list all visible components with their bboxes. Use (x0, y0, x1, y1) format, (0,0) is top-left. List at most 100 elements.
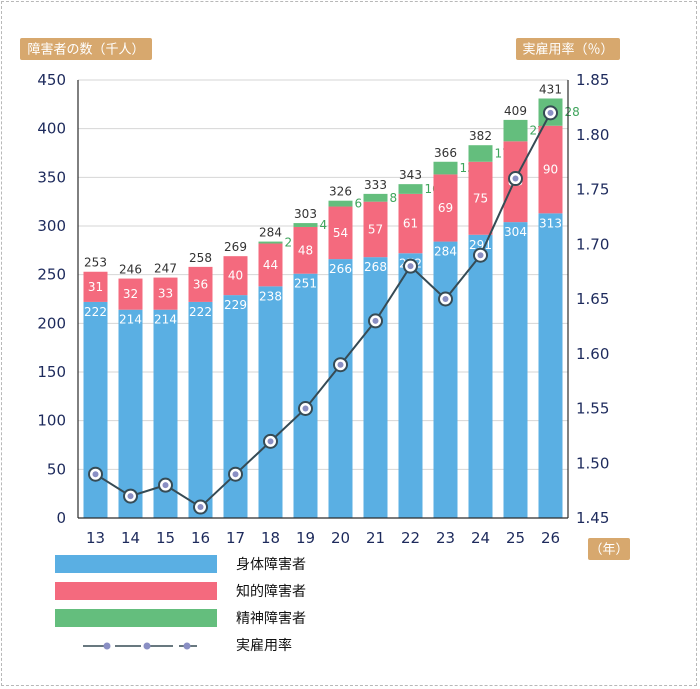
bar-total-19: 303 (294, 207, 317, 221)
bar-2-15 (153, 277, 178, 310)
x-tick-19: 19 (296, 529, 315, 547)
bar-2-14 (118, 278, 143, 310)
bar-label-2-23: 69 (438, 201, 453, 215)
bar-2-21 (363, 201, 388, 258)
x-tick-26: 26 (541, 529, 560, 547)
bar-label-1-13: 222 (84, 305, 107, 319)
bar-1-24 (468, 234, 493, 518)
bar-1-19 (293, 273, 318, 518)
bar-label-2-24: 75 (473, 191, 488, 205)
bar-3-20 (328, 200, 353, 207)
left-tick-0: 0 (56, 509, 66, 527)
bar-label-2-16: 36 (193, 277, 208, 291)
legend-marker-1 (103, 642, 111, 650)
right-axis-title-badge (516, 38, 620, 60)
x-unit-label-badge (588, 538, 630, 560)
x-tick-15: 15 (156, 529, 175, 547)
right-tick-1.85: 1.85 (576, 71, 609, 89)
bar-label-1-26: 313 (539, 216, 562, 230)
bar-label-1-23: 284 (434, 245, 457, 259)
bar-total-22: 343 (399, 168, 422, 182)
bar-label-3-26: 28 (565, 105, 580, 119)
bar-label-1-16: 222 (189, 305, 212, 319)
bar-total-24: 382 (469, 129, 492, 143)
left-tick-400: 400 (37, 120, 66, 138)
legend-label-1: 身体障害者 (236, 557, 306, 573)
bar-1-17 (223, 295, 248, 518)
legend-swatch-2 (55, 582, 217, 600)
axes: 0 50 100 150 200 250 300 350 400 450 1.45 1.50 1.55 1… (20, 38, 630, 560)
x-tick-25: 25 (506, 529, 525, 547)
right-tick-1.75: 1.75 (576, 181, 609, 199)
right-tick-1.55: 1.55 (576, 400, 609, 418)
bar-total-26: 431 (539, 82, 562, 96)
bar-label-2-18: 44 (263, 258, 278, 272)
bar-label-3-19: 4 (320, 218, 328, 232)
bar-2-19 (293, 226, 318, 274)
bar-1-26 (538, 213, 563, 518)
x-tick-23: 23 (436, 529, 455, 547)
rate-marker-dot-24 (477, 252, 484, 259)
bar-2-20 (328, 206, 353, 260)
bar-label-2-19: 48 (298, 243, 313, 257)
bar-total-15: 247 (154, 262, 177, 276)
bar-total-16: 258 (189, 251, 212, 265)
bar-label-2-13: 31 (88, 280, 103, 294)
legend-marker-3 (183, 642, 191, 650)
bar-2-17 (223, 256, 248, 296)
stacked-bars: 2223125321432246214332472223625822940269… (83, 82, 580, 518)
rate-marker-dot-22 (407, 263, 414, 270)
bar-label-2-14: 32 (123, 287, 138, 301)
bar-label-3-20: 6 (355, 197, 363, 211)
bar-3-18 (258, 241, 283, 244)
right-tick-1.50: 1.50 (576, 454, 609, 472)
bar-total-14: 246 (119, 263, 142, 277)
bar-3-22 (398, 184, 423, 194)
left-tick-100: 100 (37, 412, 66, 430)
bar-label-2-26: 90 (543, 163, 558, 177)
bar-2-13 (83, 271, 108, 302)
bar-label-2-20: 54 (333, 226, 348, 240)
left-tick-250: 250 (37, 266, 66, 284)
x-tick-13: 13 (86, 529, 105, 547)
bar-1-21 (363, 257, 388, 518)
bar-total-25: 409 (504, 104, 527, 118)
bar-label-1-21: 268 (364, 260, 387, 274)
bar-total-18: 284 (259, 226, 282, 240)
legend-swatch-1 (55, 555, 217, 573)
rate-marker-dot-23 (442, 296, 449, 302)
legend-label-2: 知的障害者 (236, 583, 306, 600)
legend-swatch-3 (55, 609, 217, 627)
bar-3-19 (293, 223, 318, 227)
left-tick-200: 200 (37, 314, 66, 332)
rate-marker-dot-15 (162, 482, 169, 489)
employment-rate-line (88, 105, 558, 515)
legend-label-3: 精神障害者 (236, 611, 306, 627)
bar-1-16 (188, 301, 213, 518)
right-axis-title: 実雇用率（％） (522, 42, 613, 58)
bar-label-2-15: 33 (158, 287, 173, 301)
bar-1-25 (503, 222, 528, 518)
bar-label-3-18: 2 (285, 236, 293, 250)
bar-2-18 (258, 243, 283, 287)
x-tick-22: 22 (401, 529, 420, 547)
bar-label-1-14: 214 (119, 313, 142, 327)
x-tick-18: 18 (261, 529, 280, 547)
bar-3-21 (363, 193, 388, 202)
left-tick-450: 450 (37, 71, 66, 89)
bar-1-13 (83, 301, 108, 518)
left-axis-title: 障害者の数（千人） (27, 42, 144, 58)
bar-total-13: 253 (84, 256, 107, 270)
left-tick-150: 150 (37, 363, 66, 381)
legend-label-4: 実雇用率 (236, 637, 292, 654)
x-tick-24: 24 (471, 529, 490, 547)
left-axis-title-badge (20, 38, 152, 60)
right-tick-1.45: 1.45 (576, 509, 609, 527)
bar-2-16 (188, 266, 213, 302)
bar-2-26 (538, 125, 563, 214)
bar-1-14 (118, 309, 143, 518)
x-tick-20: 20 (331, 529, 350, 547)
